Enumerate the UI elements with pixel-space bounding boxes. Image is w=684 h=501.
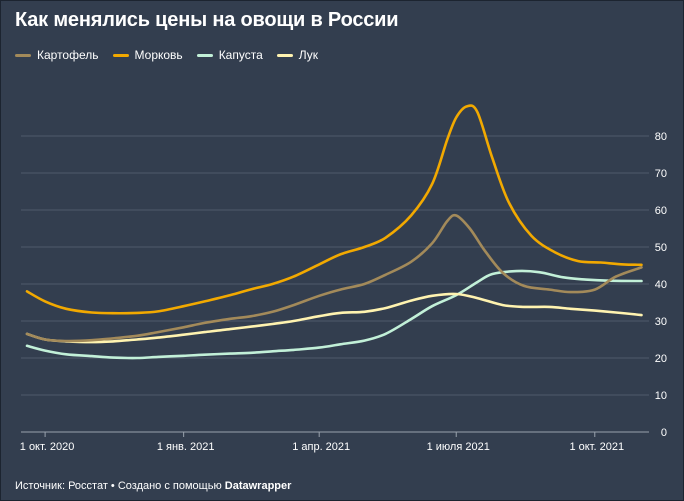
legend: Картофель Морковь Капуста Лук (15, 48, 318, 62)
legend-item: Лук (276, 48, 319, 62)
y-tick-label: 50 (655, 242, 667, 254)
chart-title: Как менялись цены на овощи в России (15, 9, 399, 31)
x-tick-label: 1 окт. 2020 (20, 441, 75, 453)
y-tick-label: 60 (655, 205, 667, 217)
y-tick-label: 70 (655, 168, 667, 180)
x-tick-label: 1 янв. 2021 (157, 441, 215, 453)
x-tick-label: 1 апр. 2021 (292, 441, 350, 453)
y-tick-label: 20 (655, 353, 667, 365)
series-line-4 (25, 292, 643, 344)
footer-tool: Datawrapper (224, 480, 292, 492)
legend-swatch (196, 53, 213, 57)
y-tick-label: 0 (661, 427, 667, 439)
legend-item: Картофель (15, 48, 99, 62)
series-line-1 (25, 213, 643, 343)
legend-label: Капуста (218, 48, 263, 62)
series-line-2 (25, 104, 643, 315)
legend-swatch (112, 53, 129, 57)
x-tick-label: 1 окт. 2021 (569, 441, 624, 453)
footer: Источник: Росстат • Создано с помощью Da… (15, 480, 291, 492)
legend-label: Лук (298, 48, 319, 62)
footer-source: Источник: Росстат • Создано с помощью (15, 480, 225, 492)
legend-label: Картофель (37, 48, 99, 62)
y-tick-label: 80 (655, 131, 667, 143)
legend-swatch (15, 53, 31, 57)
x-tick-label: 1 июля 2021 (427, 441, 490, 453)
legend-label: Морковь (134, 48, 183, 62)
legend-item: Морковь (112, 48, 183, 62)
series-line-3 (25, 269, 643, 360)
y-tick-label: 40 (655, 279, 667, 291)
legend-item: Капуста (196, 48, 263, 62)
y-tick-label: 30 (655, 316, 667, 328)
y-tick-label: 10 (655, 390, 667, 402)
legend-swatch (276, 53, 293, 57)
